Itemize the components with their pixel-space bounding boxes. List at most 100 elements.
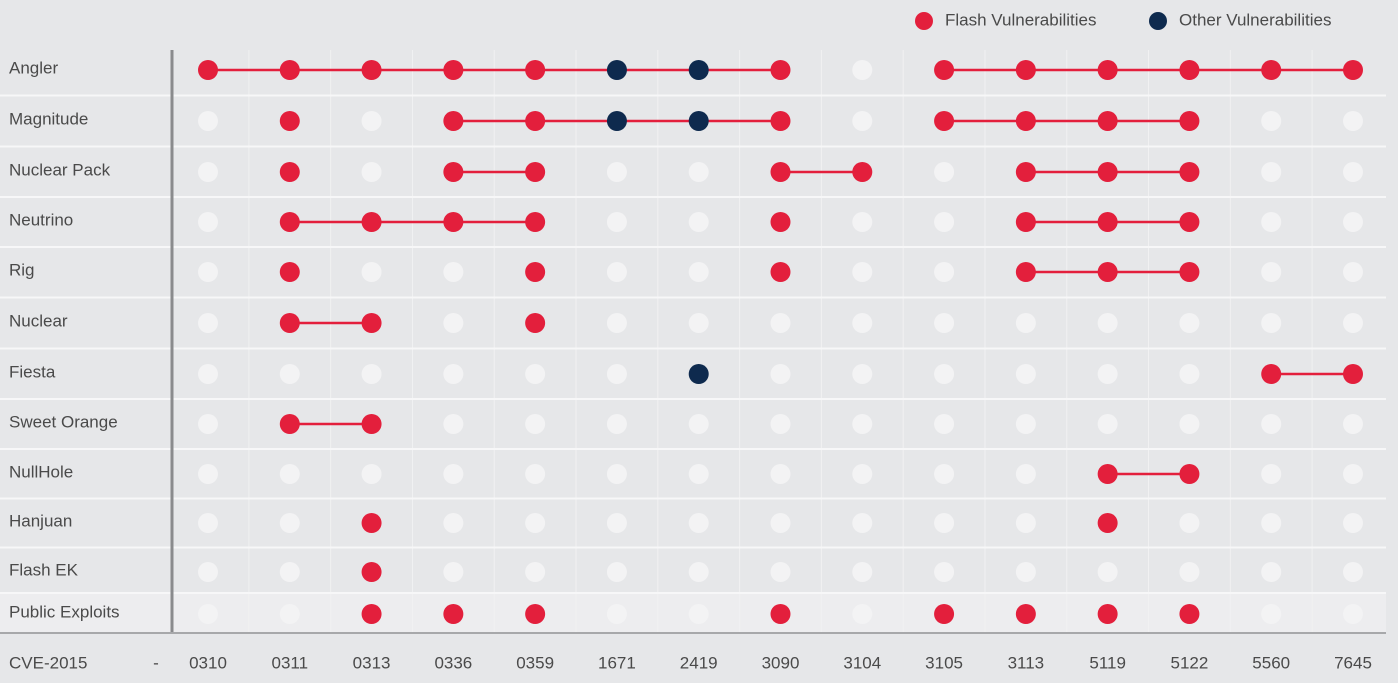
- dot: [934, 60, 955, 80]
- empty-dot: [443, 562, 464, 582]
- dot: [688, 364, 709, 384]
- dot: [770, 212, 791, 232]
- dot: [606, 111, 627, 131]
- dot: [279, 111, 300, 131]
- empty-dot: [279, 604, 300, 624]
- empty-dot: [1097, 364, 1118, 384]
- empty-dot: [852, 262, 873, 282]
- x-tick-label: 3113: [1008, 653, 1045, 672]
- x-tick-label: 0359: [516, 653, 554, 672]
- empty-dot: [1261, 162, 1282, 182]
- dot: [688, 111, 709, 131]
- dot: [1343, 364, 1363, 384]
- dot: [1179, 162, 1200, 182]
- empty-dot: [852, 604, 873, 624]
- dot: [361, 212, 382, 232]
- empty-dot: [852, 313, 873, 333]
- dot: [279, 162, 300, 182]
- empty-dot: [198, 414, 218, 434]
- empty-dot: [688, 414, 709, 434]
- empty-dot: [279, 513, 300, 533]
- empty-dot: [198, 464, 218, 484]
- dot: [1179, 464, 1200, 484]
- empty-dot: [198, 562, 218, 582]
- row-label: Sweet Orange: [9, 412, 118, 431]
- empty-dot: [1343, 313, 1363, 333]
- dot: [198, 60, 218, 80]
- empty-dot: [443, 364, 464, 384]
- empty-dot: [688, 604, 709, 624]
- x-tick-label: 1671: [598, 653, 636, 672]
- empty-dot: [852, 212, 873, 232]
- empty-dot: [1343, 111, 1363, 131]
- empty-dot: [606, 313, 627, 333]
- dot: [279, 414, 300, 434]
- dot: [361, 60, 382, 80]
- dot: [361, 604, 382, 624]
- empty-dot: [852, 464, 873, 484]
- dot: [443, 111, 464, 131]
- empty-dot: [1015, 364, 1036, 384]
- dot: [1179, 262, 1200, 282]
- empty-dot: [688, 313, 709, 333]
- empty-dot: [1343, 562, 1363, 582]
- dot: [770, 162, 791, 182]
- dot: [1097, 464, 1118, 484]
- empty-dot: [1261, 111, 1282, 131]
- dot: [688, 60, 709, 80]
- x-tick-label: 3090: [762, 653, 800, 672]
- empty-dot: [443, 313, 464, 333]
- empty-dot: [852, 414, 873, 434]
- x-tick-label: 5560: [1252, 653, 1290, 672]
- empty-dot: [1261, 604, 1282, 624]
- row-label: Hanjuan: [9, 511, 72, 530]
- dot: [934, 604, 955, 624]
- empty-dot: [852, 60, 873, 80]
- row-label: Nuclear Pack: [9, 160, 111, 179]
- empty-dot: [361, 364, 382, 384]
- dot: [1097, 604, 1118, 624]
- dot: [525, 162, 546, 182]
- empty-dot: [1179, 562, 1200, 582]
- dot: [606, 60, 627, 80]
- empty-dot: [198, 111, 218, 131]
- empty-dot: [525, 513, 546, 533]
- empty-dot: [198, 212, 218, 232]
- empty-dot: [852, 364, 873, 384]
- dot: [279, 212, 300, 232]
- empty-dot: [1097, 414, 1118, 434]
- empty-dot: [1015, 562, 1036, 582]
- empty-dot: [198, 262, 218, 282]
- legend-label: Flash Vulnerabilities: [945, 10, 1097, 29]
- dot: [1097, 262, 1118, 282]
- empty-dot: [1179, 513, 1200, 533]
- dot: [770, 262, 791, 282]
- dot: [852, 162, 873, 182]
- empty-dot: [1097, 562, 1118, 582]
- empty-dot: [606, 212, 627, 232]
- empty-dot: [606, 513, 627, 533]
- empty-dot: [770, 414, 791, 434]
- x-separator: -: [153, 653, 159, 672]
- empty-dot: [606, 162, 627, 182]
- dot: [443, 60, 464, 80]
- dot: [279, 313, 300, 333]
- empty-dot: [1261, 464, 1282, 484]
- empty-dot: [606, 262, 627, 282]
- empty-dot: [1261, 262, 1282, 282]
- empty-dot: [361, 111, 382, 131]
- x-tick-label: 3105: [925, 653, 963, 672]
- dot: [1015, 162, 1036, 182]
- legend-marker: [1149, 12, 1167, 30]
- dot: [1179, 604, 1200, 624]
- marks: [198, 60, 1363, 624]
- row-label: Flash EK: [9, 560, 79, 579]
- empty-dot: [852, 562, 873, 582]
- dot: [1015, 60, 1036, 80]
- empty-dot: [198, 513, 218, 533]
- empty-dot: [1261, 414, 1282, 434]
- empty-dot: [606, 364, 627, 384]
- row-label: Neutrino: [9, 210, 73, 229]
- empty-dot: [852, 513, 873, 533]
- empty-dot: [934, 313, 955, 333]
